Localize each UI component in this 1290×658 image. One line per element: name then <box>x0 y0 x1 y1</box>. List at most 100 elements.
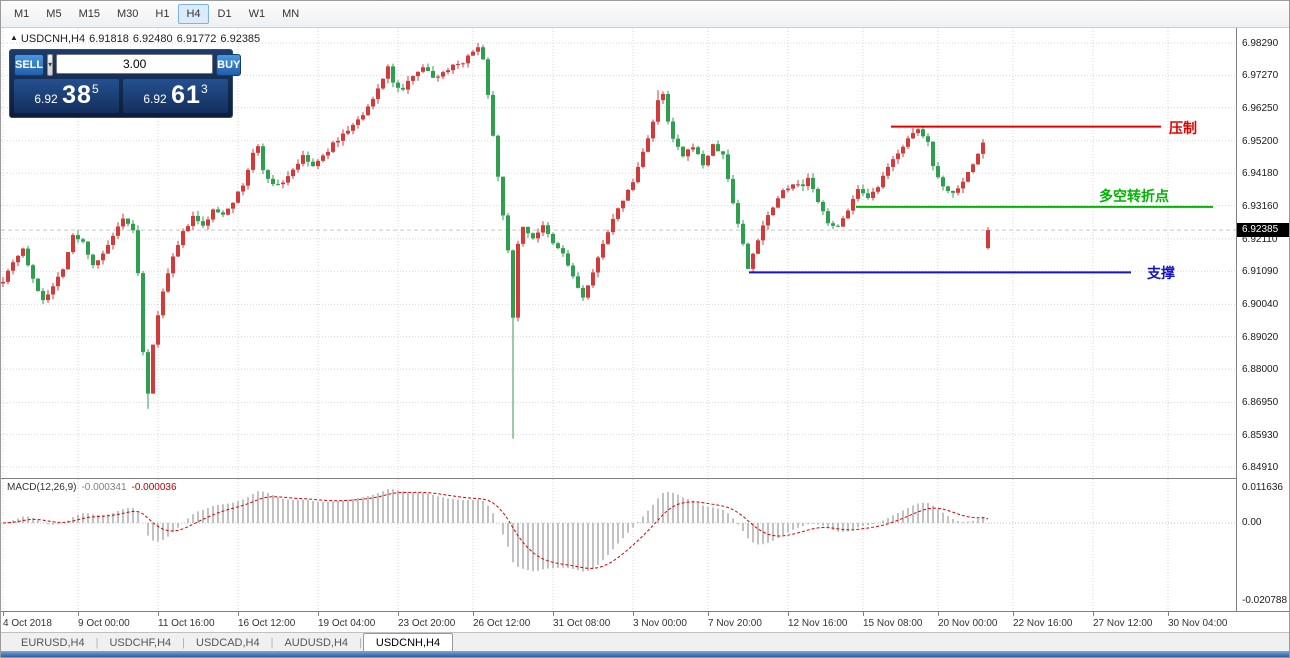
price-axis-label: 6.84910 <box>1242 462 1279 473</box>
macd-svg[interactable] <box>1 479 1238 611</box>
price-axis-label: 6.95200 <box>1242 135 1279 147</box>
time-axis-tick <box>938 612 939 616</box>
time-axis-label: 15 Nov 08:00 <box>863 618 923 629</box>
timeframe-button-h1[interactable]: H1 <box>155 8 170 20</box>
one-click-collapse-icon[interactable]: ▲ <box>10 33 18 42</box>
timeframe-button-m1[interactable]: M1 <box>14 8 30 20</box>
volume-input[interactable] <box>56 54 214 74</box>
time-axis-label: 4 Oct 2018 <box>3 618 52 629</box>
time-axis-tick <box>78 612 79 616</box>
chart-tab-usdchf-h4[interactable]: USDCHF,H4 <box>109 637 172 649</box>
time-axis-label: 16 Oct 12:00 <box>238 618 296 629</box>
buy-price-big: 61 <box>171 81 201 109</box>
time-axis-tick <box>1013 612 1014 616</box>
buy-price-pip: 3 <box>200 82 208 96</box>
time-axis-tick <box>3 612 4 616</box>
macd-scale-top: 0.011636 <box>1242 482 1283 493</box>
buy-button[interactable]: BUY <box>216 54 242 76</box>
price-axis-label: 6.93160 <box>1242 200 1279 212</box>
time-axis-tick <box>398 612 399 616</box>
time-axis-label: 26 Oct 12:00 <box>473 618 531 629</box>
timeframe-button-m15[interactable]: M15 <box>78 8 100 20</box>
chart-tab-eurusd-h4[interactable]: EURUSD,H4 <box>21 637 85 649</box>
annotation-label-support[interactable]: 支撑 <box>1147 265 1175 282</box>
timeframe-toolbar: M1 M5 M15 M30 H1 H4 D1 W1 MN <box>1 1 1289 28</box>
volume-dropdown-button[interactable]: ▾ <box>47 54 54 76</box>
price-axis-label: 6.98290 <box>1242 38 1279 49</box>
time-axis-label: 27 Nov 12:00 <box>1093 618 1153 629</box>
buy-price-display[interactable]: 6.92 613 <box>123 79 228 113</box>
time-axis[interactable]: 4 Oct 2018 9 Oct 00:00 11 Oct 16:00 16 Oct … <box>1 611 1289 632</box>
tab-separator: | <box>270 637 274 649</box>
time-axis-label: 11 Oct 16:00 <box>158 618 215 629</box>
tab-separator: | <box>182 637 186 649</box>
sell-price-prefix: 6.92 <box>34 92 58 106</box>
annotation-label-pivot[interactable]: 多空转折点 <box>1099 187 1169 204</box>
time-axis-tick <box>633 612 634 616</box>
time-axis-tick <box>708 612 709 616</box>
chart-tab-usdcad-h4[interactable]: USDCAD,H4 <box>196 637 260 649</box>
timeframe-button-m5[interactable]: M5 <box>46 8 62 20</box>
time-axis-label: 3 Nov 00:00 <box>633 618 687 629</box>
sell-button[interactable]: SELL <box>14 54 45 76</box>
tab-separator: | <box>359 637 362 649</box>
time-axis-tick <box>1168 612 1169 616</box>
sell-price-display[interactable]: 6.92 385 <box>14 79 119 113</box>
price-axis-label: 6.90040 <box>1242 299 1279 311</box>
price-axis-label: 6.88000 <box>1242 364 1279 376</box>
tab-separator: | <box>95 637 99 649</box>
macd-scale-zero: 0.00 <box>1242 517 1262 528</box>
macd-panel[interactable] <box>1 478 1238 611</box>
time-axis-label: 20 Nov 00:00 <box>938 618 998 629</box>
macd-signal-value: -0.000036 <box>131 482 177 493</box>
ohlc-close: 6.92385 <box>220 33 261 45</box>
time-axis-label: 22 Nov 16:00 <box>1013 618 1073 629</box>
timeframe-button-h4[interactable]: H4 <box>178 4 209 24</box>
ohlc-high: 6.92480 <box>132 33 173 45</box>
time-axis-label: 9 Oct 00:00 <box>78 618 130 629</box>
time-axis-label: 12 Nov 16:00 <box>788 618 848 629</box>
time-axis-tick <box>863 612 864 616</box>
main-chart[interactable] <box>1 28 1238 478</box>
price-axis[interactable]: 6.98290 6.97270 6.96250 6.95200 6.94180 6.931… <box>1236 28 1289 611</box>
chart-tab-usdcnh-h4[interactable]: USDCNH,H4 <box>362 633 454 653</box>
time-axis-label: 23 Oct 20:00 <box>398 618 456 629</box>
timeframe-button-w1[interactable]: W1 <box>248 8 266 20</box>
candlestick-svg[interactable] <box>1 28 1238 478</box>
buy-price-prefix: 6.92 <box>143 92 167 106</box>
time-axis-label: 19 Oct 04:00 <box>318 618 376 629</box>
ohlc-low: 6.91772 <box>176 33 217 45</box>
sell-price-pip: 5 <box>91 82 99 96</box>
timeframe-button-d1[interactable]: D1 <box>217 8 232 20</box>
ohlc-open: 6.91818 <box>89 33 129 45</box>
time-axis-tick <box>473 612 474 616</box>
time-axis-label: 31 Oct 08:00 <box>553 618 611 629</box>
price-axis-label: 6.97270 <box>1242 70 1279 82</box>
chart-title: ▲ USDCNH,H4 6.91818 6.92480 6.91772 6.92385 <box>10 33 264 45</box>
macd-scale-bottom: -0.020788 <box>1242 595 1288 606</box>
time-axis-tick <box>1093 612 1094 616</box>
current-price-badge: 6.92385 <box>1237 223 1289 238</box>
time-axis-tick <box>238 612 239 616</box>
chart-tab-audusd-h4[interactable]: AUDUSD,H4 <box>284 637 349 649</box>
annotation-label-resistance[interactable]: 压制 <box>1169 119 1197 136</box>
bottom-window-edge <box>1 651 1289 657</box>
time-axis-tick <box>788 612 789 616</box>
price-axis-label: 6.89020 <box>1242 331 1279 343</box>
timeframe-button-mn[interactable]: MN <box>282 8 300 20</box>
price-axis-label: 6.86950 <box>1242 397 1279 409</box>
time-axis-tick <box>318 612 319 616</box>
price-axis-label: 6.85930 <box>1242 429 1279 441</box>
macd-name: MACD(12,26,9) <box>7 482 77 493</box>
price-axis-label: 6.91090 <box>1242 266 1279 278</box>
chart-symbol: USDCNH,H4 <box>20 33 86 45</box>
price-axis-label: 6.94180 <box>1242 168 1279 180</box>
time-axis-tick <box>158 612 159 616</box>
timeframe-button-m30[interactable]: M30 <box>116 8 139 20</box>
price-axis-label: 6.92110 <box>1242 233 1278 245</box>
macd-main-value: -0.000341 <box>81 482 127 493</box>
chart-tabbar: EURUSD,H4 | USDCHF,H4 | USDCAD,H4 | AUDUSD,H4 |… <box>1 632 1289 653</box>
time-axis-label: 30 Nov 04:00 <box>1168 618 1228 629</box>
time-axis-label: 7 Nov 20:00 <box>708 618 762 629</box>
